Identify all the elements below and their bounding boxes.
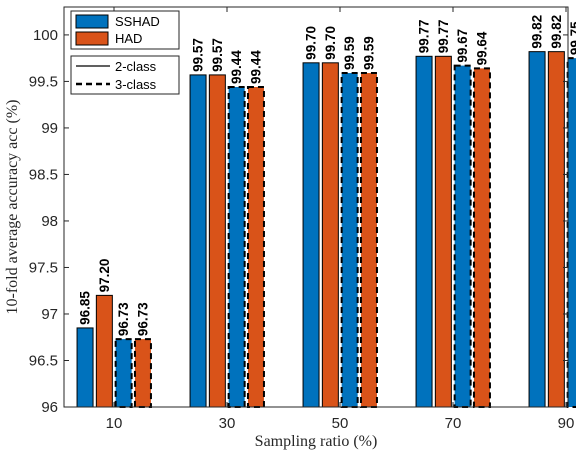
x-axis-label: Sampling ratio (%)	[255, 433, 378, 450]
y-tick-label: 100	[33, 27, 58, 44]
data-label-had-2-class-70: 99.77	[436, 20, 451, 54]
x-tick-label: 50	[332, 415, 349, 432]
y-tick-label: 98	[41, 213, 58, 230]
x-tick-label: 30	[219, 415, 236, 432]
bar-had-3-class-70	[472, 67, 491, 408]
x-tick-label: 90	[558, 415, 575, 432]
data-label-sshad-2-class-10: 96.85	[78, 291, 93, 325]
bar-had-2-class-10	[95, 294, 113, 408]
bar-sshad-3-class-30	[227, 86, 246, 408]
data-label-sshad-3-class-90: 99.75	[568, 21, 576, 55]
y-tick-label: 97.5	[29, 259, 58, 276]
y-tick-label: 97	[41, 306, 58, 323]
y-tick-label: 99.5	[29, 73, 58, 90]
bar-had-3-class-30	[246, 86, 265, 408]
data-label-had-3-class-50: 99.59	[361, 36, 376, 70]
y-tick-label: 96.5	[29, 352, 58, 369]
legend-label-3-class: 3-class	[115, 77, 157, 92]
data-label-sshad-3-class-50: 99.59	[342, 36, 357, 70]
x-tick-label: 10	[106, 415, 123, 432]
y-tick-label: 98.5	[29, 166, 58, 183]
data-label-sshad-2-class-30: 99.57	[191, 38, 206, 72]
legend-styles-box	[70, 55, 180, 95]
data-label-sshad-2-class-70: 99.77	[417, 20, 432, 54]
bar-sshad-3-class-50	[340, 72, 359, 408]
y-axis-label: 10-fold average accuracy acc (%)	[4, 100, 21, 315]
bar-had-2-class-30	[208, 74, 226, 408]
bar-had-2-class-50	[321, 62, 339, 408]
legend-label-2-class: 2-class	[115, 59, 157, 74]
bar-sshad-3-class-70	[453, 64, 472, 409]
bars-group	[76, 51, 576, 409]
bar-had-3-class-10	[133, 338, 152, 408]
data-label-had-3-class-10: 96.73	[135, 302, 150, 336]
y-tick-label: 96	[41, 399, 58, 416]
bar-sshad-2-class-90	[528, 51, 546, 408]
bar-sshad-3-class-10	[114, 338, 133, 408]
legend-swatch-had	[75, 31, 109, 46]
data-label-sshad-2-class-50: 99.70	[304, 26, 319, 60]
bar-sshad-2-class-10	[76, 327, 94, 408]
legend-label-sshad: SSHAD	[115, 14, 160, 29]
y-axis-ticks: 96 96.5 97 97.5 98 98.5 99 99.5 100	[29, 27, 568, 416]
data-label-sshad-2-class-90: 99.82	[530, 15, 545, 49]
data-label-had-2-class-90: 99.82	[549, 15, 564, 49]
bar-had-3-class-50	[359, 72, 378, 408]
data-label-sshad-3-class-30: 99.44	[229, 50, 244, 84]
data-label-had-2-class-50: 99.70	[323, 26, 338, 60]
bar-sshad-2-class-70	[415, 55, 433, 408]
legend-methods: SSHAD HAD	[70, 10, 180, 50]
plot-area-frame	[63, 6, 569, 408]
data-label-had-2-class-30: 99.57	[210, 38, 225, 72]
data-label-sshad-3-class-10: 96.73	[116, 302, 131, 336]
bar-had-2-class-90	[547, 51, 565, 408]
data-label-sshad-3-class-70: 99.67	[455, 29, 470, 63]
legend-label-had: HAD	[115, 31, 142, 46]
bar-sshad-2-class-50	[302, 62, 320, 408]
bar-sshad-2-class-30	[189, 74, 207, 408]
bar-sshad-3-class-90	[566, 57, 576, 409]
data-label-had-3-class-30: 99.44	[248, 50, 263, 84]
x-tick-label: 70	[445, 415, 462, 432]
data-label-had-3-class-70: 99.64	[474, 31, 489, 65]
y-tick-label: 99	[41, 120, 58, 137]
data-labels-group: 96.85 97.20 96.73 96.73 99.57 99.57 99.44 99.44…	[78, 15, 576, 336]
data-label-had-2-class-10: 97.20	[97, 259, 112, 293]
x-axis-ticks: 10 30 50 70 90	[106, 7, 575, 432]
legend-swatch-sshad	[75, 14, 109, 29]
bar-had-2-class-70	[434, 55, 452, 408]
legend-styles: 2-class 3-class	[70, 55, 180, 95]
